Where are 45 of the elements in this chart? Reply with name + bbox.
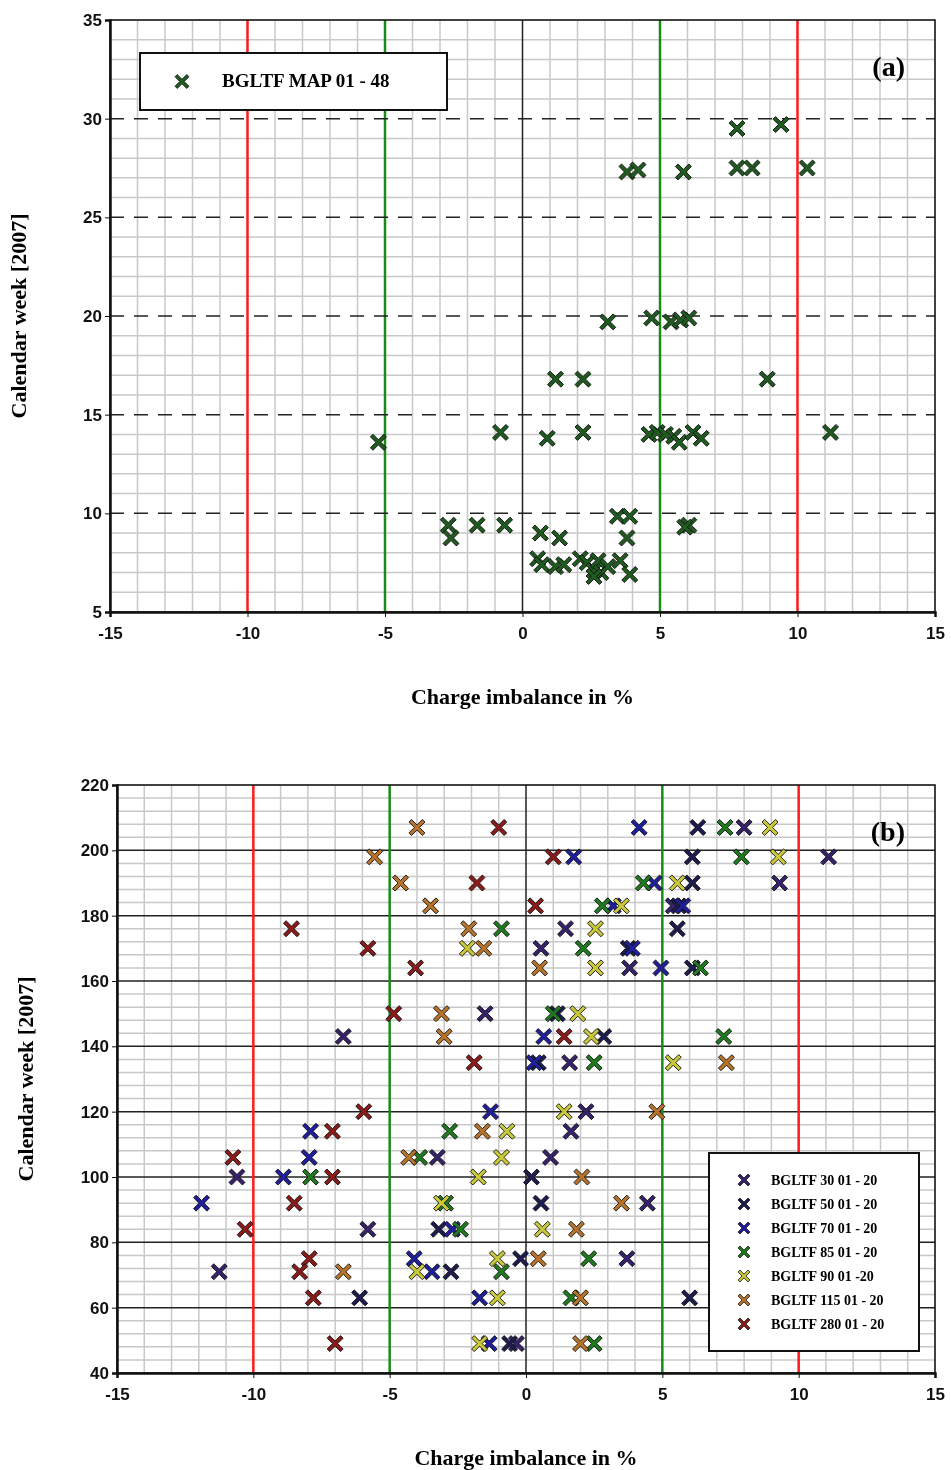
- x-tick-label: 10: [789, 1384, 809, 1404]
- y-tick-label: 10: [83, 504, 102, 524]
- y-tick-label: 160: [80, 971, 109, 991]
- x-tick-label: 10: [788, 623, 808, 643]
- y-axis-title: Calendar week [2007]: [13, 976, 38, 1182]
- y-tick-label: 5: [92, 602, 102, 622]
- legend-label: BGLTF 85 01 - 20: [771, 1245, 878, 1260]
- legend-label: BGLTF 115 01 - 20: [771, 1293, 884, 1308]
- legend-label: BGLTF 50 01 - 20: [771, 1197, 878, 1212]
- y-axis-title: Calendar week [2007]: [6, 213, 31, 419]
- y-tick-label: 30: [83, 109, 102, 129]
- x-tick-label: 15: [926, 623, 945, 643]
- y-tick-label: 15: [83, 405, 102, 425]
- x-tick-label: -5: [377, 623, 394, 643]
- annotation: (b): [870, 816, 905, 847]
- legend-label: BGLTF 90 01 -20: [771, 1269, 874, 1284]
- x-tick-label: -15: [98, 623, 123, 643]
- y-tick-label: 80: [90, 1233, 109, 1253]
- x-axis-title: Charge imbalance in %: [414, 1445, 638, 1470]
- x-tick-label: -10: [235, 623, 261, 643]
- y-tick-label: 35: [83, 10, 102, 30]
- x-tick-label: -10: [241, 1384, 267, 1404]
- y-tick-label: 220: [80, 775, 109, 795]
- x-tick-label: -15: [105, 1384, 130, 1404]
- x-tick-label: 0: [518, 623, 528, 643]
- y-tick-label: 200: [80, 841, 109, 861]
- x-axis-title: Charge imbalance in %: [410, 684, 635, 709]
- x-tick-label: 5: [655, 623, 666, 643]
- y-tick-label: 25: [83, 208, 102, 228]
- x-tick-label: 5: [658, 1384, 668, 1404]
- legend-label: BGLTF MAP 01 - 48: [222, 69, 390, 91]
- legend-label: BGLTF 30 01 - 20: [771, 1173, 878, 1188]
- y-tick-label: 180: [80, 906, 109, 926]
- y-tick-label: 20: [83, 306, 102, 326]
- y-tick-label: 140: [80, 1037, 109, 1057]
- x-tick-label: -5: [382, 1384, 398, 1404]
- y-tick-label: 100: [80, 1167, 109, 1187]
- y-tick-label: 120: [80, 1102, 109, 1122]
- legend-label: BGLTF 280 01 - 20: [771, 1317, 885, 1332]
- y-tick-label: 60: [90, 1298, 109, 1318]
- x-tick-label: 0: [521, 1384, 532, 1404]
- x-tick-label: 15: [926, 1384, 945, 1404]
- y-tick-label: 40: [90, 1363, 109, 1383]
- legend-label: BGLTF 70 01 - 20: [771, 1221, 878, 1236]
- annotation: (a): [872, 51, 905, 82]
